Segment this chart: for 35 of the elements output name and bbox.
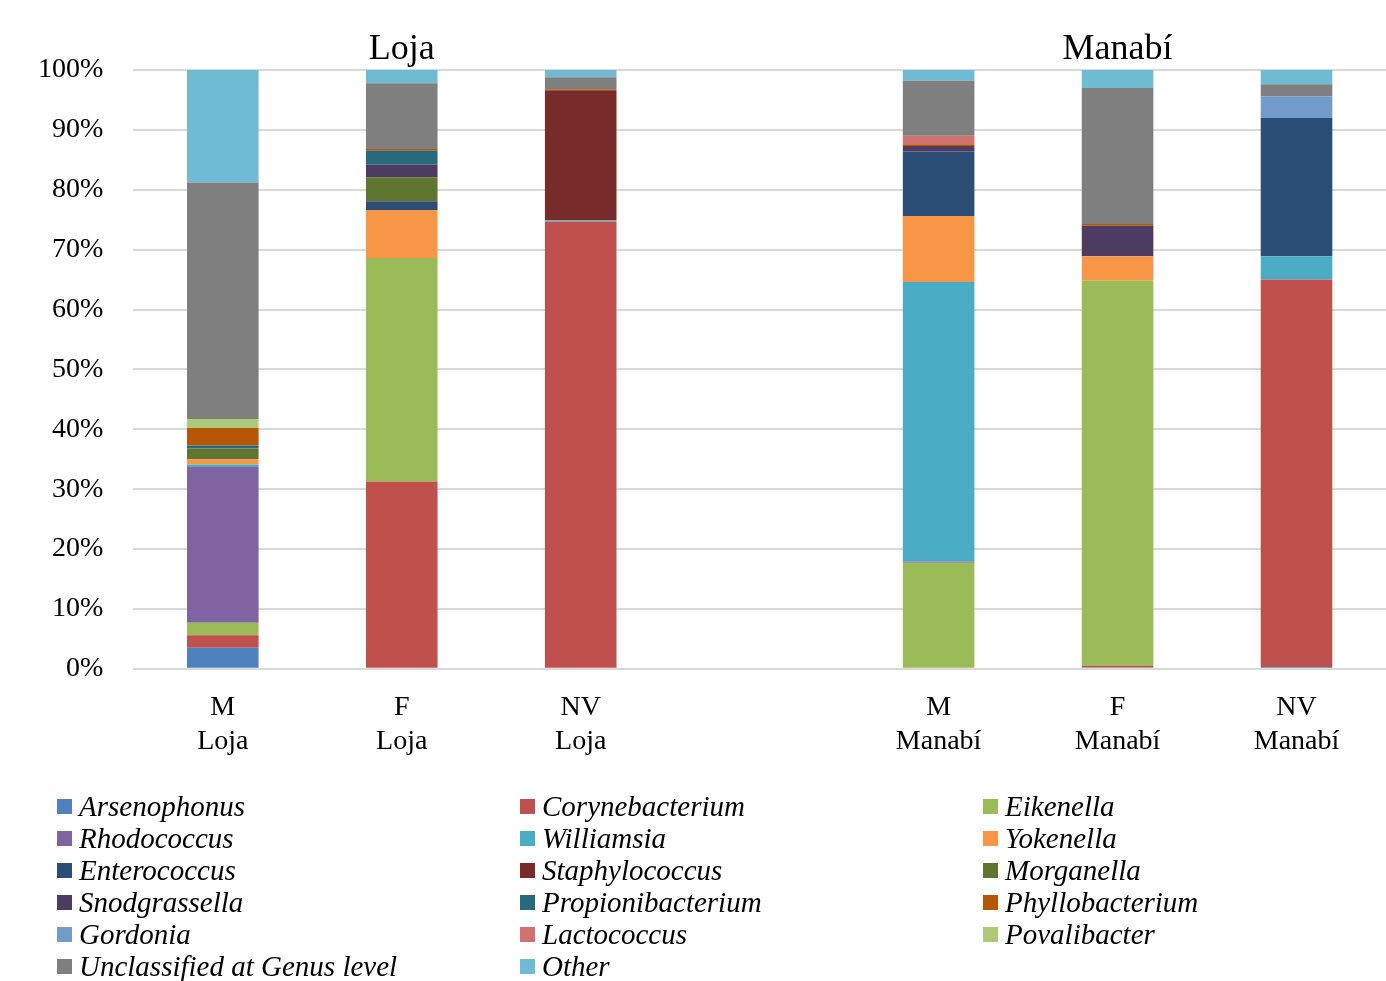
legend-label: Eikenella (1005, 790, 1115, 822)
y-tick-label: 10% (52, 591, 104, 623)
y-tick-label: 70% (52, 232, 104, 263)
legend-label: Gordonia (79, 918, 191, 950)
legend-label: Lactococcus (542, 918, 687, 950)
x-tick-label: F Manabí (1074, 689, 1161, 755)
y-tick-label: 40% (52, 411, 104, 443)
y-tick-label: 20% (52, 531, 104, 563)
legend-label: Other (542, 950, 610, 981)
y-tick-label: 0% (66, 651, 104, 683)
legend-label: Staphylococcus (542, 854, 723, 886)
legend-label: Yokenella (1005, 822, 1117, 854)
legend-label: Phyllobacterium (1005, 886, 1199, 918)
x-tick-label: NV Manabí (1253, 689, 1340, 755)
y-tick-label: 90% (52, 112, 104, 144)
legend-label: Corynebacterium (542, 790, 745, 822)
x-tick-label: F Loja (376, 689, 428, 755)
y-tick-label: 50% (52, 351, 104, 383)
x-tick-label: NV Loja (555, 689, 607, 755)
y-tick-label: 100% (38, 52, 104, 84)
x-tick-label: M Loja (197, 689, 250, 755)
legend-label: Morganella (1005, 854, 1141, 886)
legend-label: Propionibacterium (542, 886, 762, 918)
y-tick-label: 60% (52, 291, 104, 323)
legend-label: Enterococcus (79, 854, 236, 886)
text: Loja (368, 27, 435, 68)
y-tick-label: 80% (52, 172, 104, 204)
legend-label: Williamsia (542, 822, 667, 854)
legend-label: Arsenophonus (79, 790, 245, 822)
legend-label: Snodgrassella (79, 886, 244, 918)
legend-label: Povalibacter (1005, 918, 1155, 950)
x-tick-label: M Manabí (895, 689, 982, 755)
legend-label: Rhodococcus (79, 822, 234, 854)
y-tick-label: 30% (52, 471, 104, 503)
text: Manabí (1062, 27, 1173, 68)
